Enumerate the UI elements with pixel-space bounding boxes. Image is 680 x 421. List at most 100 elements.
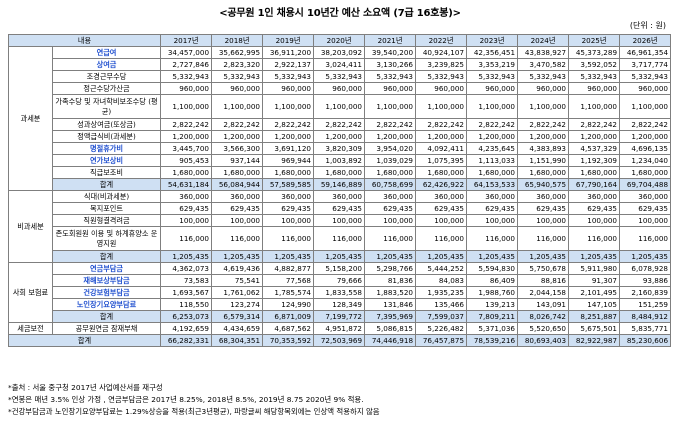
column-header-year: 2020년 bbox=[313, 34, 366, 47]
value-cell: 2,822,242 bbox=[364, 118, 417, 131]
value-cell: 629,435 bbox=[568, 202, 621, 215]
column-header-year: 2023년 bbox=[466, 34, 519, 47]
value-cell: 905,453 bbox=[160, 154, 213, 167]
column-header-year: 2025년 bbox=[568, 34, 621, 47]
value-cell: 1,680,000 bbox=[568, 166, 621, 179]
value-cell: 2,822,242 bbox=[517, 118, 570, 131]
value-cell: 3,717,774 bbox=[619, 58, 672, 71]
value-cell: 1,100,000 bbox=[211, 94, 264, 119]
subtotal-value: 8,251,887 bbox=[568, 310, 621, 323]
value-cell: 124,990 bbox=[262, 298, 315, 311]
value-cell: 84,083 bbox=[415, 274, 468, 287]
value-cell: 6,078,928 bbox=[619, 262, 672, 275]
value-cell: 3,239,825 bbox=[415, 58, 468, 71]
value-cell: 39,540,200 bbox=[364, 46, 417, 59]
value-cell: 360,000 bbox=[517, 190, 570, 203]
subtotal-value: 67,790,164 bbox=[568, 178, 621, 191]
value-cell: 629,435 bbox=[415, 202, 468, 215]
subtotal-value: 7,395,969 bbox=[364, 310, 417, 323]
value-cell: 1,200,000 bbox=[262, 130, 315, 143]
value-cell: 1,100,000 bbox=[313, 94, 366, 119]
table-header: 내용 2017년 2018년 2019년 2020년 2021년 2022년 2… bbox=[7, 34, 672, 47]
value-cell: 77,568 bbox=[262, 274, 315, 287]
row-label: 직원형결격려금 bbox=[51, 214, 162, 227]
subtotal-value: 60,758,699 bbox=[364, 178, 417, 191]
value-cell: 2,101,495 bbox=[568, 286, 621, 299]
value-cell: 5,594,830 bbox=[466, 262, 519, 275]
value-cell: 1,935,235 bbox=[415, 286, 468, 299]
subtotal-value: 59,146,889 bbox=[313, 178, 366, 191]
table-row: 정액급식비(과세분) 1,200,000 1,200,000 1,200,000 1,2… bbox=[9, 130, 672, 143]
table-row: 가족수당 및 자녀학비보조수당 (평균) 1,100,000 1,100,000 1,… bbox=[9, 94, 672, 119]
value-cell: 2,822,242 bbox=[160, 118, 213, 131]
value-cell: 1,039,029 bbox=[364, 154, 417, 167]
category-cell: 사회 보험료 bbox=[8, 262, 53, 323]
value-cell: 3,445,700 bbox=[160, 142, 213, 155]
value-cell: 1,200,000 bbox=[313, 130, 366, 143]
value-cell: 5,332,943 bbox=[466, 70, 519, 83]
value-cell: 4,619,436 bbox=[211, 262, 264, 275]
value-cell: 116,000 bbox=[466, 226, 519, 251]
value-cell: 1,200,000 bbox=[517, 130, 570, 143]
row-label: 식대(비과세분) bbox=[51, 190, 162, 203]
table-row: 재해보상부담금 73,583 75,541 77,568 79,666 81,836 84,… bbox=[9, 274, 672, 287]
value-cell: 100,000 bbox=[313, 214, 366, 227]
value-cell: 3,566,300 bbox=[211, 142, 264, 155]
value-cell: 116,000 bbox=[415, 226, 468, 251]
subtotal-label: 합계 bbox=[51, 250, 162, 263]
value-cell: 360,000 bbox=[160, 190, 213, 203]
value-cell: 360,000 bbox=[619, 190, 672, 203]
value-cell: 73,583 bbox=[160, 274, 213, 287]
grand-total-value: 72,503,969 bbox=[313, 334, 366, 347]
value-cell: 960,000 bbox=[415, 82, 468, 95]
value-cell: 1,680,000 bbox=[517, 166, 570, 179]
value-cell: 4,362,073 bbox=[160, 262, 213, 275]
value-cell: 960,000 bbox=[568, 82, 621, 95]
value-cell: 5,332,943 bbox=[313, 70, 366, 83]
value-cell: 1,200,000 bbox=[568, 130, 621, 143]
value-cell: 3,592,052 bbox=[568, 58, 621, 71]
value-cell: 75,541 bbox=[211, 274, 264, 287]
value-cell: 5,332,943 bbox=[211, 70, 264, 83]
subtotal-value: 1,205,435 bbox=[313, 250, 366, 263]
value-cell: 4,882,877 bbox=[262, 262, 315, 275]
subtotal-value: 54,631,184 bbox=[160, 178, 213, 191]
value-cell: 629,435 bbox=[313, 202, 366, 215]
row-label: 노인장기요양부담료 bbox=[51, 298, 162, 311]
subtotal-value: 1,205,435 bbox=[160, 250, 213, 263]
row-label: 재해보상부담금 bbox=[51, 274, 162, 287]
unit-label: (단위 : 원) bbox=[629, 21, 666, 30]
subtotal-value: 69,704,488 bbox=[619, 178, 672, 191]
table-row: 명절휴가비 3,445,700 3,566,300 3,691,120 3,820,30… bbox=[9, 142, 672, 155]
value-cell: 4,434,659 bbox=[211, 322, 264, 335]
value-cell: 100,000 bbox=[262, 214, 315, 227]
category-cell: 과세분 bbox=[8, 46, 53, 191]
subtotal-value: 57,589,585 bbox=[262, 178, 315, 191]
value-cell: 1,100,000 bbox=[262, 94, 315, 119]
value-cell: 2,822,242 bbox=[313, 118, 366, 131]
subtotal-value: 1,205,435 bbox=[211, 250, 264, 263]
value-cell: 1,100,000 bbox=[619, 94, 672, 119]
column-header-year: 2024년 bbox=[517, 34, 570, 47]
value-cell: 43,838,927 bbox=[517, 46, 570, 59]
value-cell: 1,100,000 bbox=[568, 94, 621, 119]
value-cell: 2,822,242 bbox=[619, 118, 672, 131]
footnote: *연봉은 매년 3.5% 인상 가정 , 연금부담금은 2017년 8.25%,… bbox=[8, 395, 364, 404]
value-cell: 1,151,990 bbox=[517, 154, 570, 167]
table-row: 정근수당가산금 960,000 960,000 960,000 960,000 960,0… bbox=[9, 82, 672, 95]
footnote: *건강부담금과 노인장기요양부담료는 1.29%상승을 적용(최근3년평균), … bbox=[8, 407, 380, 416]
subtotal-value: 1,205,435 bbox=[568, 250, 621, 263]
value-cell: 629,435 bbox=[619, 202, 672, 215]
value-cell: 2,822,242 bbox=[262, 118, 315, 131]
value-cell: 1,693,567 bbox=[160, 286, 213, 299]
footnotes: *출처 : 서울 중구청 2017년 사업예산서를 재구성 *연봉은 매년 3.… bbox=[8, 382, 380, 418]
column-header-item: 내용 bbox=[7, 34, 162, 47]
value-cell: 5,911,980 bbox=[568, 262, 621, 275]
row-label: 정근수당가산금 bbox=[51, 82, 162, 95]
table-row: 직급보조비 1,680,000 1,680,000 1,680,000 1,680,00… bbox=[9, 166, 672, 179]
value-cell: 38,203,092 bbox=[313, 46, 366, 59]
subtotal-row: 합계 6,253,073 6,579,314 6,871,009 7,199,772 7,… bbox=[9, 310, 672, 323]
value-cell: 1,100,000 bbox=[517, 94, 570, 119]
value-cell: 100,000 bbox=[160, 214, 213, 227]
subtotal-value: 1,205,435 bbox=[415, 250, 468, 263]
